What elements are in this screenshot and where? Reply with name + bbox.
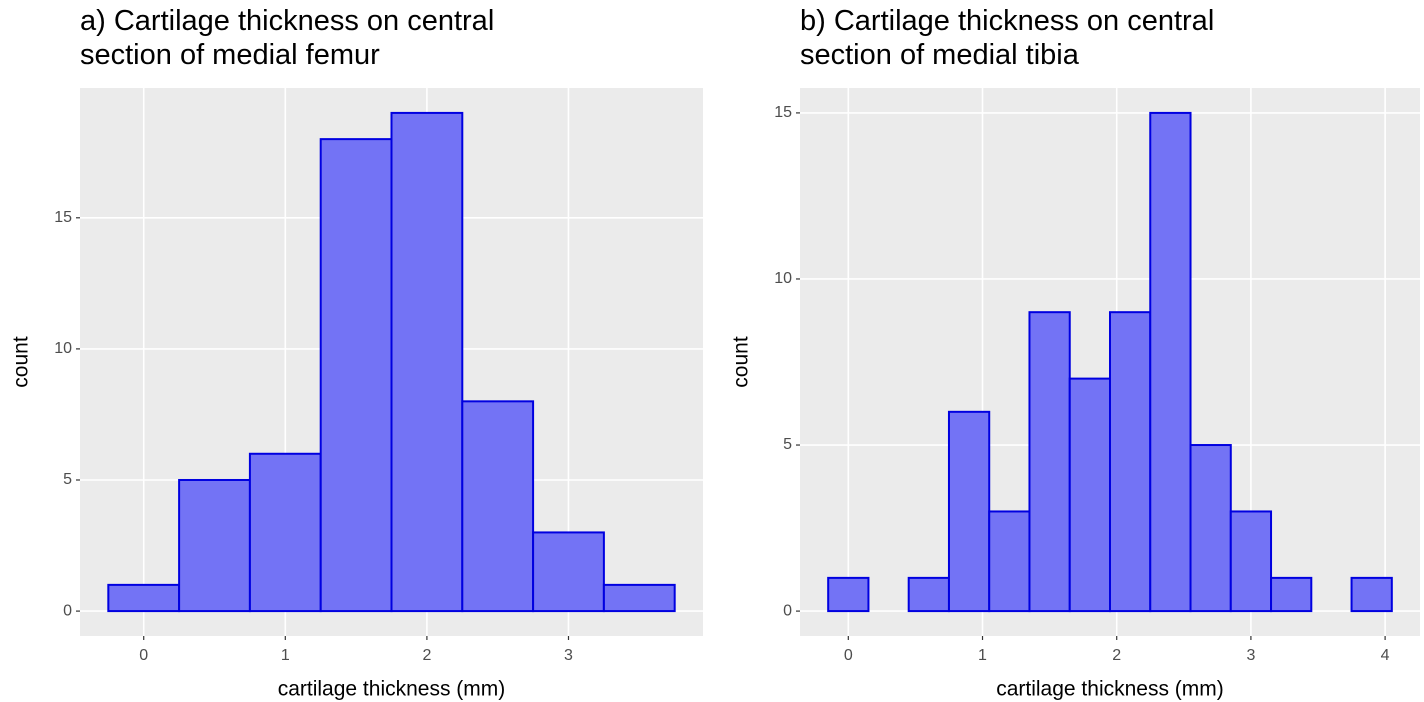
x-axis-label: cartilage thickness (mm) [996, 678, 1224, 701]
bar [248, 452, 322, 613]
y-tick-label: 5 [783, 436, 792, 453]
x-tick-label: 4 [1381, 647, 1390, 664]
y-tick-label: 10 [54, 340, 72, 357]
x-tick-label: 1 [978, 647, 987, 664]
bar [390, 111, 464, 613]
bar [319, 138, 393, 613]
bar [532, 531, 605, 613]
x-tick-label: 0 [844, 647, 853, 664]
chart-title: b) Cartilage thickness on central sectio… [800, 5, 1215, 71]
bar [1189, 444, 1232, 613]
y-axis-label: count [730, 336, 753, 388]
bar [178, 478, 251, 613]
x-axis-label: cartilage thickness (mm) [278, 678, 506, 701]
x-tick-label: 3 [1246, 647, 1255, 664]
y-tick-label: 10 [774, 270, 792, 287]
bar [827, 576, 870, 613]
bar [988, 510, 1031, 613]
bar [1270, 576, 1313, 613]
x-tick-label: 3 [564, 647, 573, 664]
bar [461, 400, 535, 613]
y-tick-label: 0 [783, 602, 792, 619]
x-tick-label: 0 [139, 647, 148, 664]
bar [1068, 377, 1111, 613]
bar [107, 583, 181, 613]
bar [907, 576, 950, 613]
y-tick-label: 5 [63, 471, 72, 488]
bar [1149, 111, 1192, 613]
bar [947, 410, 991, 613]
bar [1229, 510, 1273, 613]
bar [1028, 311, 1071, 613]
y-tick-label: 15 [54, 209, 72, 226]
bar [602, 583, 676, 613]
chart-title: a) Cartilage thickness on central sectio… [80, 5, 495, 71]
x-tick-label: 2 [1112, 647, 1121, 664]
y-tick-label: 15 [774, 104, 792, 121]
y-tick-label: 0 [63, 602, 72, 619]
x-tick-label: 2 [422, 647, 431, 664]
bar [1109, 311, 1152, 613]
y-axis-label: count [10, 336, 33, 388]
x-tick-label: 1 [281, 647, 290, 664]
bar [1350, 576, 1393, 613]
